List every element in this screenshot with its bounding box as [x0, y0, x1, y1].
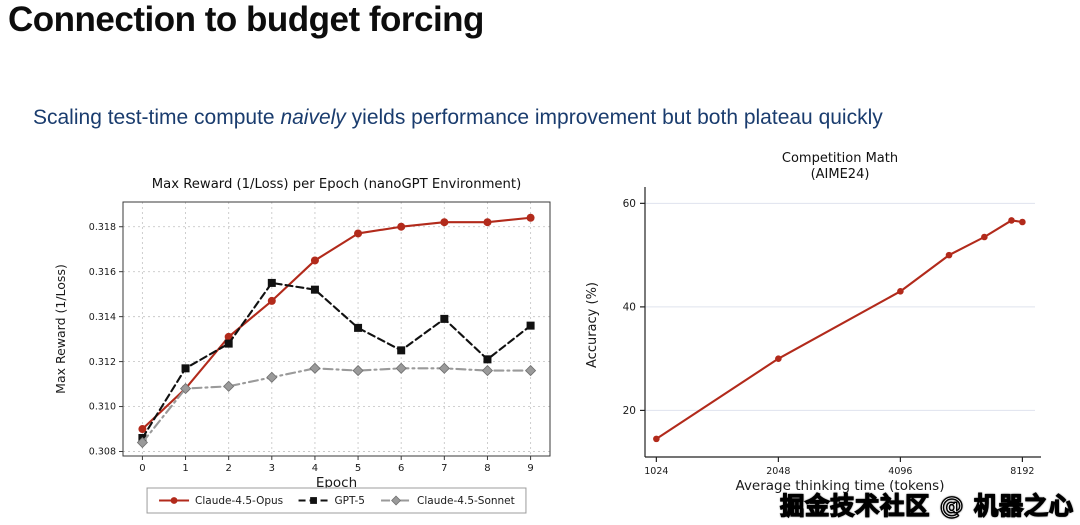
nanogpt-reward-chart: 0.308 0.310 0.312 0.314 0.316 0.318 0 1 2 3 4 5 6 7 8 9… [53, 177, 551, 514]
svg-text:Average thinking time (tokens): Average thinking time (tokens) [736, 478, 945, 494]
svg-text:Max Reward (1/Loss): Max Reward (1/Loss) [53, 264, 68, 394]
svg-text:Claude-4.5-Sonnet: Claude-4.5-Sonnet [417, 495, 515, 507]
page-title: Connection to budget forcing [8, 0, 484, 39]
svg-text:8192: 8192 [1010, 466, 1034, 477]
svg-text:Claude-4.5-Opus: Claude-4.5-Opus [195, 495, 283, 507]
svg-text:1024: 1024 [644, 466, 668, 477]
svg-text:8: 8 [484, 463, 490, 474]
svg-text:0.310: 0.310 [89, 402, 116, 413]
svg-text:Competition Math: Competition Math [782, 151, 898, 166]
svg-text:0.318: 0.318 [89, 222, 116, 233]
svg-text:0.312: 0.312 [89, 357, 116, 368]
svg-text:2: 2 [225, 463, 231, 474]
svg-text:7: 7 [441, 463, 447, 474]
svg-text:0.314: 0.314 [89, 312, 116, 323]
watermark: 掘金技术社区 @ 机器之心 [780, 491, 1074, 520]
svg-text:6: 6 [398, 463, 404, 474]
svg-text:3: 3 [269, 463, 275, 474]
svg-text:0.308: 0.308 [89, 447, 116, 458]
svg-text:Max Reward (1/Loss) per Epoch: Max Reward (1/Loss) per Epoch (nanoGPT E… [152, 177, 521, 192]
svg-text:40: 40 [623, 301, 636, 313]
subtitle-post: yields performance improvement but both … [345, 106, 883, 129]
svg-text:Accuracy (%): Accuracy (%) [585, 282, 600, 368]
subtitle-italic: naively [280, 106, 346, 129]
svg-text:2048: 2048 [766, 466, 790, 477]
svg-text:4096: 4096 [888, 466, 912, 477]
subtitle: Scaling test-time compute naively yields… [33, 106, 883, 130]
svg-text:4: 4 [312, 463, 318, 474]
svg-text:20: 20 [623, 405, 636, 417]
subtitle-pre: Scaling test-time compute [33, 106, 281, 129]
svg-text:60: 60 [623, 198, 636, 210]
svg-text:Epoch: Epoch [316, 475, 357, 491]
svg-text:(AIME24): (AIME24) [811, 167, 870, 182]
svg-text:5: 5 [355, 463, 361, 474]
svg-text:0.316: 0.316 [89, 267, 116, 278]
svg-text:1: 1 [182, 463, 188, 474]
svg-text:GPT-5: GPT-5 [335, 495, 365, 507]
aime24-accuracy-chart: 20 40 60 1024 2048 4096 8192 Competition Math(A… [585, 151, 1041, 494]
svg-text:9: 9 [527, 463, 533, 474]
svg-text:0: 0 [139, 463, 145, 474]
